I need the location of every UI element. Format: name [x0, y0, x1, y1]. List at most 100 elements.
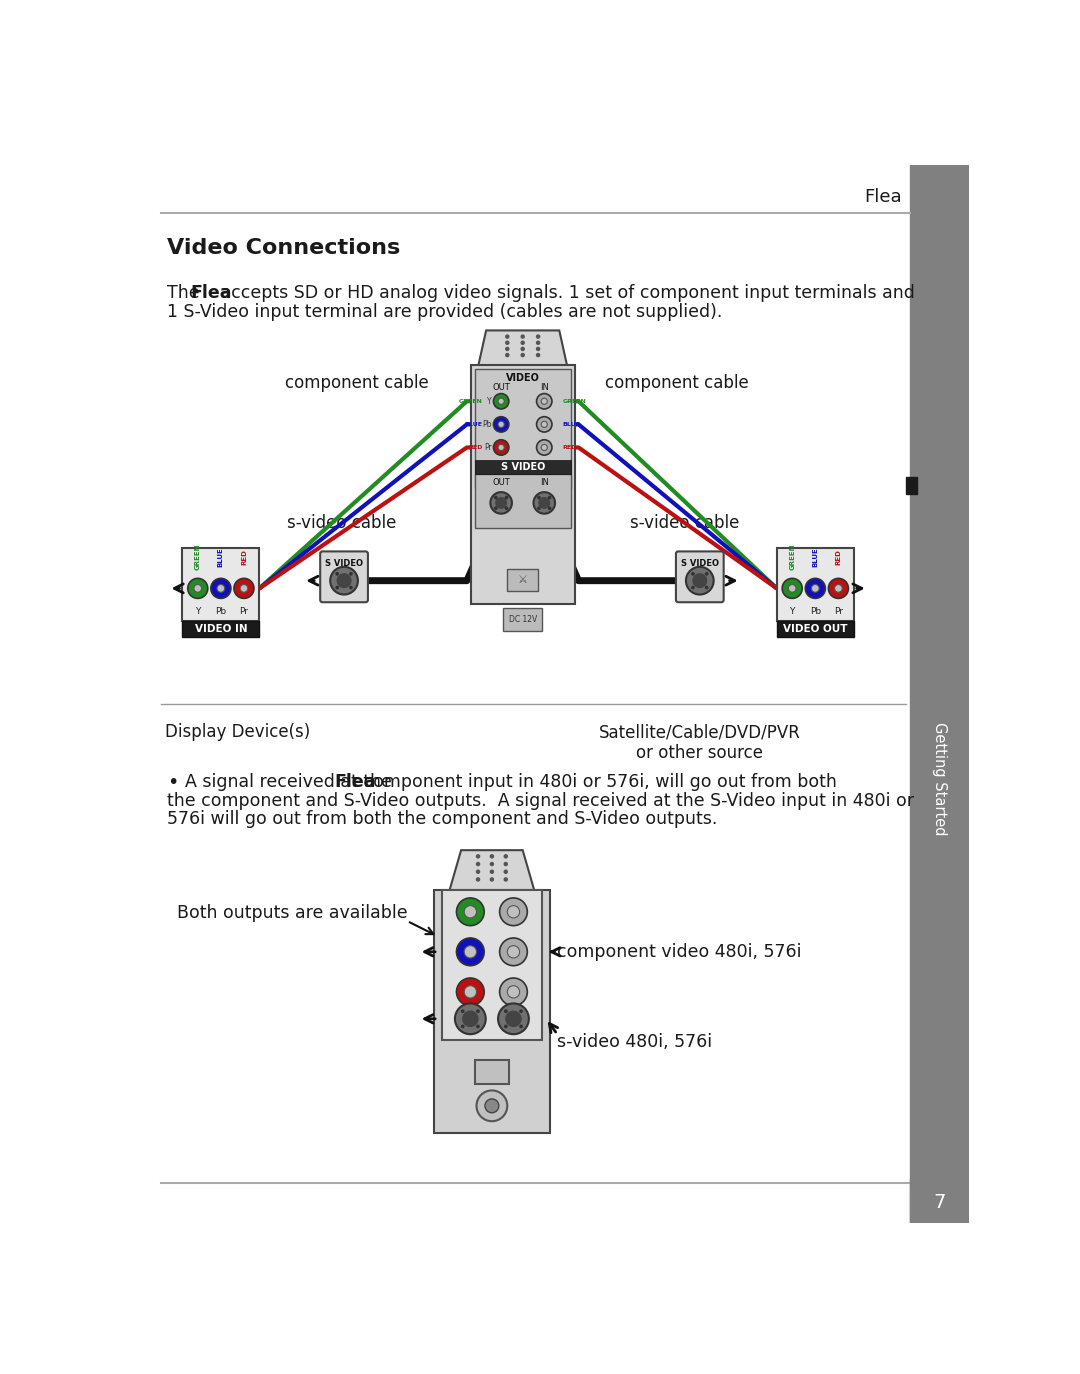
Bar	[475, 1059, 509, 1084]
Text: OUT: OUT	[492, 478, 510, 488]
Circle shape	[519, 1025, 523, 1028]
Circle shape	[490, 878, 494, 881]
Text: ⚔: ⚔	[517, 574, 528, 585]
Text: S VIDEO: S VIDEO	[500, 462, 545, 471]
Text: Pb: Pb	[810, 607, 821, 617]
Text: 1 S-Video input terminal are provided (cables are not supplied).: 1 S-Video input terminal are provided (c…	[167, 302, 723, 320]
Text: IN: IN	[540, 383, 549, 392]
Bar	[910, 1179, 970, 1223]
Circle shape	[188, 578, 207, 599]
Circle shape	[494, 440, 509, 455]
Text: RED: RED	[469, 445, 483, 449]
Text: A signal received at the: A signal received at the	[186, 774, 397, 791]
Circle shape	[686, 567, 714, 595]
Bar	[434, 890, 550, 1132]
Text: GREEN: GREEN	[789, 544, 795, 570]
Circle shape	[476, 1091, 508, 1121]
Circle shape	[504, 1010, 507, 1013]
Circle shape	[495, 496, 497, 499]
Circle shape	[705, 573, 707, 574]
Circle shape	[508, 985, 519, 998]
Text: GREEN: GREEN	[563, 398, 586, 404]
Circle shape	[508, 945, 519, 958]
Text: Y: Y	[487, 397, 491, 405]
Text: BLUE: BLUE	[218, 547, 224, 567]
Text: Satellite/Cable/DVD/PVR
or other source: Satellite/Cable/DVD/PVR or other source	[599, 723, 800, 763]
Circle shape	[490, 863, 494, 866]
Circle shape	[537, 341, 540, 345]
Bar	[471, 365, 575, 603]
Circle shape	[504, 870, 508, 874]
Text: Both outputs are available: Both outputs are available	[176, 904, 407, 922]
Circle shape	[337, 574, 351, 588]
Text: component cable: component cable	[605, 374, 748, 392]
Circle shape	[476, 1010, 480, 1013]
Text: Display Device(s): Display Device(s)	[165, 723, 310, 741]
Text: Pr: Pr	[484, 442, 491, 452]
Circle shape	[464, 985, 476, 998]
Text: S VIDEO: S VIDEO	[680, 559, 719, 569]
Circle shape	[537, 353, 540, 357]
Circle shape	[705, 587, 707, 588]
Circle shape	[350, 587, 352, 588]
Circle shape	[692, 573, 694, 574]
Text: VIDEO OUT: VIDEO OUT	[783, 624, 848, 633]
Bar	[503, 607, 542, 631]
Circle shape	[476, 855, 480, 857]
Polygon shape	[449, 851, 535, 890]
Text: OUT: OUT	[492, 383, 510, 392]
Circle shape	[494, 416, 509, 431]
Text: IN: IN	[540, 478, 549, 488]
Text: RED: RED	[241, 550, 247, 565]
Circle shape	[217, 584, 225, 592]
Circle shape	[504, 855, 508, 857]
Bar	[910, 165, 970, 1223]
Text: s-video 480i, 576i: s-video 480i, 576i	[557, 1033, 713, 1051]
Circle shape	[538, 496, 540, 499]
Circle shape	[490, 855, 494, 857]
Text: component input in 480i or 576i, will go out from both: component input in 480i or 576i, will go…	[359, 774, 837, 791]
Circle shape	[549, 507, 551, 510]
Text: accepts SD or HD analog video signals. 1 set of component input terminals and: accepts SD or HD analog video signals. 1…	[215, 284, 915, 302]
Text: Video Connections: Video Connections	[167, 238, 401, 258]
Circle shape	[504, 878, 508, 881]
FancyBboxPatch shape	[676, 551, 724, 602]
Circle shape	[541, 422, 548, 427]
Text: VIDEO: VIDEO	[505, 374, 540, 383]
Circle shape	[522, 341, 524, 345]
Circle shape	[496, 497, 507, 508]
Circle shape	[537, 416, 552, 431]
Circle shape	[692, 587, 694, 588]
Circle shape	[519, 1010, 523, 1013]
Circle shape	[457, 978, 484, 1006]
Circle shape	[498, 398, 504, 404]
Circle shape	[505, 341, 509, 345]
Bar	[777, 548, 854, 621]
Circle shape	[505, 496, 508, 499]
Circle shape	[455, 1003, 486, 1035]
Bar	[474, 460, 571, 474]
Text: the component and S-Video outputs.  A signal received at the S-Video input in 48: the component and S-Video outputs. A sig…	[167, 791, 914, 809]
Circle shape	[464, 945, 476, 958]
Circle shape	[505, 507, 508, 510]
Circle shape	[240, 584, 247, 592]
Circle shape	[330, 567, 357, 595]
Circle shape	[462, 1011, 478, 1026]
Circle shape	[508, 905, 519, 918]
Circle shape	[476, 870, 480, 874]
Circle shape	[485, 1099, 499, 1113]
Circle shape	[828, 578, 849, 599]
Bar	[777, 621, 854, 636]
Text: Pr: Pr	[834, 607, 842, 617]
Circle shape	[498, 422, 504, 427]
Text: S VIDEO: S VIDEO	[325, 559, 363, 569]
Circle shape	[476, 878, 480, 881]
Text: The: The	[167, 284, 205, 302]
Text: BLUE: BLUE	[563, 422, 581, 427]
Bar	[474, 474, 571, 528]
Text: GREEN: GREEN	[459, 398, 483, 404]
Circle shape	[537, 393, 552, 409]
Text: s-video cable: s-video cable	[287, 514, 396, 532]
Circle shape	[461, 1025, 464, 1028]
Text: GREEN: GREEN	[194, 544, 201, 570]
